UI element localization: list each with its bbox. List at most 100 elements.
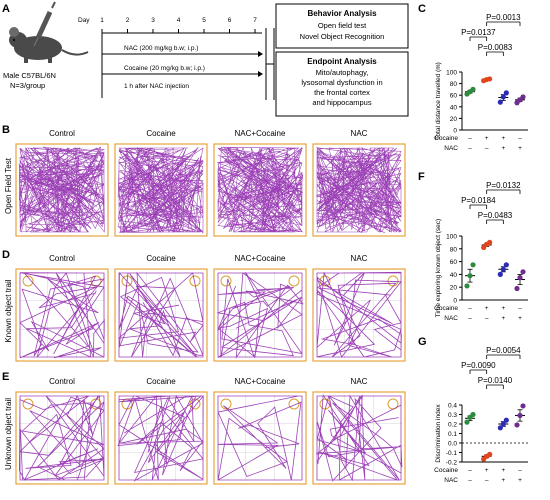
treatment-sign: +: [501, 467, 505, 474]
movement-track: [315, 146, 402, 234]
data-point: [470, 86, 476, 92]
endpoint-line-1: Mito/autophagy,: [316, 68, 369, 77]
movement-track: [117, 146, 204, 234]
p-value-label: P=0.0090: [461, 361, 496, 370]
data-point: [520, 94, 526, 100]
treatment-sign: –: [518, 467, 522, 474]
treatment-sign: –: [468, 467, 472, 474]
chart-c: 0 20 40 60 80 100 Total distance travelled (m)…: [434, 13, 528, 152]
y-tick-label: 60: [450, 259, 458, 266]
movement-track: [316, 271, 402, 358]
y-tick-label: 60: [450, 93, 458, 100]
y-tick-label: 0.0: [448, 441, 457, 448]
treatment-sign: –: [485, 145, 489, 152]
panel-letter-a: A: [2, 3, 10, 15]
endpoint-analysis-box: [275, 51, 409, 117]
data-point: [470, 262, 476, 268]
treatment-sign: +: [518, 477, 522, 484]
object-marker: [22, 398, 34, 410]
data-point: [464, 419, 470, 425]
object-marker: [189, 275, 201, 287]
data-point: [497, 271, 503, 277]
data-point: [487, 239, 493, 245]
movement-track: [18, 146, 106, 234]
object-marker: [220, 398, 232, 410]
p-value-label: P=0.0140: [478, 376, 513, 385]
arena-frame: [312, 268, 406, 362]
column-title: NAC+Cocaine: [235, 254, 286, 263]
treatment-sign: –: [468, 305, 472, 312]
data-point: [503, 417, 509, 423]
movement-track: [315, 393, 403, 482]
behavior-analysis-title: Behavior Analysis: [307, 9, 377, 18]
object-marker: [288, 398, 300, 410]
p-value-label: P=0.0054: [486, 346, 521, 355]
day-tick-label: 2: [126, 17, 130, 24]
data-point: [520, 269, 526, 275]
data-point: [520, 403, 526, 409]
data-point: [497, 99, 503, 105]
p-value-label: P=0.0132: [486, 181, 521, 190]
treatment-sign: –: [468, 145, 472, 152]
data-point: [497, 425, 503, 431]
endpoint-line-2: lysosomal dysfunction in: [301, 78, 382, 87]
column-title: Cocaine: [146, 254, 176, 263]
column-title: NAC+Cocaine: [235, 129, 286, 138]
y-axis-label: Time exploring known object (sec): [435, 219, 442, 317]
behavior-line-2: Novel Object Recognition: [300, 32, 385, 41]
column-title: Control: [49, 254, 75, 263]
data-point: [500, 421, 506, 427]
column-title: NAC+Cocaine: [235, 377, 286, 386]
behavior-line-1: Open field test: [318, 21, 367, 30]
data-point: [517, 412, 523, 419]
treatment-sign: +: [518, 145, 522, 152]
day-label: Day: [78, 17, 90, 24]
data-point: [470, 411, 476, 418]
column-title: NAC: [351, 129, 368, 138]
movement-track: [217, 146, 304, 233]
syringe-icon: [33, 1, 56, 47]
object-marker: [319, 275, 331, 287]
column-title: NAC: [351, 377, 368, 386]
data-point: [514, 285, 520, 292]
scatter-charts: 0 20 40 60 80 100 Total distance travelled (m)…: [434, 13, 528, 484]
y-tick-label: 80: [450, 81, 458, 88]
day-ticks: 1 2 3 4 5 6 7: [100, 17, 257, 33]
panel-letter-b: B: [2, 124, 10, 136]
day-tick-label: 4: [177, 17, 181, 24]
treatment-sign: +: [501, 305, 505, 312]
y-tick-label: -0.1: [446, 450, 458, 457]
y-tick-label: 0.4: [448, 403, 457, 410]
panel-letter-f: F: [418, 171, 425, 183]
data-point: [464, 283, 470, 289]
timing-label: 1 h after NAC injection: [124, 83, 189, 90]
treatment-sign: +: [501, 477, 505, 484]
schematic: Male C57BL/6N N=3/group Day 1 2 3 4 5 6 7 NAC …: [3, 1, 409, 117]
treatment-label-cocaine: Cocaine: [434, 305, 458, 312]
column-title: Cocaine: [146, 129, 176, 138]
y-tick-label: 100: [446, 234, 457, 241]
treatment-sign: –: [485, 477, 489, 484]
y-tick-label: 20: [450, 116, 458, 123]
data-point: [514, 422, 520, 428]
row-label: Known object trail: [4, 279, 13, 342]
treatment-sign: +: [501, 145, 505, 152]
y-tick-label: 40: [450, 104, 458, 111]
y-tick-label: 20: [450, 285, 458, 292]
data-point: [503, 262, 509, 268]
behavior-analysis-box: [275, 3, 409, 49]
treatment-sign: –: [518, 135, 522, 142]
y-tick-label: 0.2: [448, 422, 457, 429]
object-marker: [220, 275, 232, 287]
track-grid: Control Cocaine NAC+Cocaine NAC Open Field T…: [4, 129, 406, 485]
y-tick-label: 40: [450, 272, 458, 279]
y-tick-label: 0: [453, 298, 457, 305]
p-value-label: P=0.0483: [478, 211, 513, 220]
treatment-label-nac: NAC: [444, 145, 458, 152]
endpoint-line-3: the frontal cortex: [314, 88, 370, 97]
data-point: [467, 273, 473, 279]
day-tick-label: 6: [228, 17, 232, 24]
day-tick-label: 7: [253, 17, 257, 24]
treatment-label-nac: NAC: [444, 315, 458, 322]
